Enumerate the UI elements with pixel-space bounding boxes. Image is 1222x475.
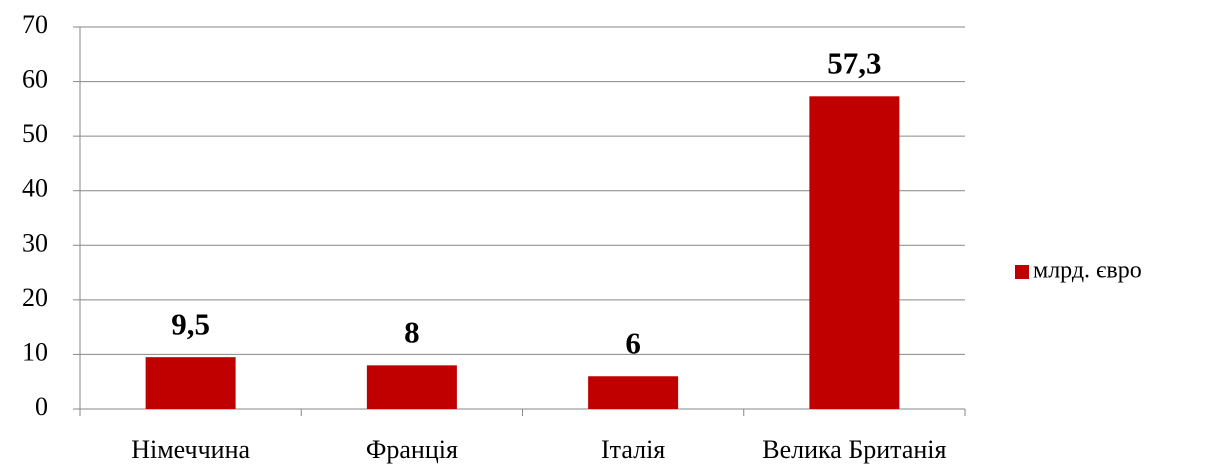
x-tick-label: Італія [601,435,665,464]
y-tick-label: 10 [22,337,48,366]
y-tick-label: 60 [22,65,48,94]
y-tick-label: 20 [22,283,48,312]
y-tick-label: 0 [35,392,48,421]
data-label: 9,5 [171,306,210,341]
data-label: 8 [404,314,420,349]
bar [145,357,236,409]
legend-label: млрд. євро [1033,258,1142,284]
bar [588,376,679,409]
bar [809,96,900,409]
y-tick-label: 50 [22,119,48,148]
y-tick-label: 40 [22,174,48,203]
legend-swatch [1015,265,1029,279]
y-tick-label: 70 [22,10,48,39]
x-tick-label: Велика Британія [762,435,946,464]
x-tick-label: Франція [366,435,458,464]
x-tick-label: Німеччина [131,435,250,464]
bar [366,365,457,409]
data-label: 6 [625,325,641,360]
data-label: 57,3 [827,45,881,80]
y-tick-label: 30 [22,228,48,257]
